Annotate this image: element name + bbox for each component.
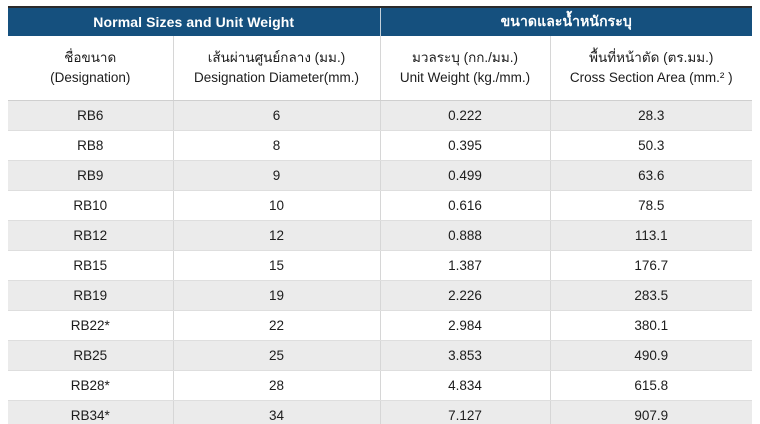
cell-designation: RB9 <box>8 160 174 191</box>
cell-designation: RB28* <box>8 370 174 401</box>
column-header-row: ชื่อขนาด (Designation) เส้นผ่านศูนย์กลาง… <box>8 36 752 101</box>
cell-designation: RB19 <box>8 280 174 311</box>
cell-diameter: 6 <box>173 100 381 131</box>
table-row: RB19 19 2.226 283.5 <box>8 280 752 311</box>
column-header-designation-thai: ชื่อขนาด <box>64 50 117 66</box>
cell-unit-weight: 2.226 <box>380 280 551 311</box>
cell-cross-section: 490.9 <box>550 340 752 371</box>
cell-unit-weight: 0.616 <box>380 190 551 221</box>
cell-diameter: 15 <box>173 250 381 281</box>
cell-diameter: 10 <box>173 190 381 221</box>
cell-diameter: 22 <box>173 310 381 341</box>
cell-diameter: 34 <box>173 400 381 424</box>
column-header-diameter-thai: เส้นผ่านศูนย์กลาง (มม.) <box>207 50 346 66</box>
group-header-thai: ขนาดและน้ำหนักระบุ <box>380 7 752 36</box>
cell-cross-section: 78.5 <box>550 190 752 221</box>
column-header-unit-weight-english: Unit Weight (kg./mm.) <box>399 70 531 85</box>
cell-diameter: 9 <box>173 160 381 191</box>
cell-cross-section: 907.9 <box>550 400 752 424</box>
cell-designation: RB8 <box>8 130 174 161</box>
cell-cross-section: 380.1 <box>550 310 752 341</box>
table-row: RB22* 22 2.984 380.1 <box>8 310 752 341</box>
cell-cross-section: 113.1 <box>550 220 752 251</box>
cell-diameter: 8 <box>173 130 381 161</box>
cell-cross-section: 50.3 <box>550 130 752 161</box>
cell-unit-weight: 0.395 <box>380 130 551 161</box>
rebar-sizes-table: Normal Sizes and Unit Weight ขนาดและน้ำห… <box>8 6 752 424</box>
cell-cross-section: 63.6 <box>550 160 752 191</box>
table-row: RB28* 28 4.834 615.8 <box>8 370 752 401</box>
cell-designation: RB22* <box>8 310 174 341</box>
cell-unit-weight: 0.222 <box>380 100 551 131</box>
cell-unit-weight: 3.853 <box>380 340 551 371</box>
column-header-unit-weight-thai: มวลระบุ (กก./มม.) <box>412 50 518 66</box>
column-header-unit-weight: มวลระบุ (กก./มม.) Unit Weight (kg./mm.) <box>380 36 551 101</box>
column-header-diameter: เส้นผ่านศูนย์กลาง (มม.) Designation Diam… <box>173 36 381 101</box>
cell-designation: RB12 <box>8 220 174 251</box>
cell-unit-weight: 1.387 <box>380 250 551 281</box>
column-header-designation-english: (Designation) <box>50 70 131 85</box>
table-row: RB8 8 0.395 50.3 <box>8 130 752 161</box>
cell-diameter: 12 <box>173 220 381 251</box>
column-header-cross-section: พื้นที่หน้าตัด (ตร.มม.) Cross Section Ar… <box>550 36 752 101</box>
cell-diameter: 19 <box>173 280 381 311</box>
table-row: RB25 25 3.853 490.9 <box>8 340 752 371</box>
cell-designation: RB15 <box>8 250 174 281</box>
cell-unit-weight: 2.984 <box>380 310 551 341</box>
table-header: Normal Sizes and Unit Weight ขนาดและน้ำห… <box>8 7 752 101</box>
column-header-cross-section-english: Cross Section Area (mm.² ) <box>569 70 733 85</box>
cell-diameter: 25 <box>173 340 381 371</box>
table-row: RB34* 34 7.127 907.9 <box>8 400 752 424</box>
cell-designation: RB6 <box>8 100 174 131</box>
group-header-row: Normal Sizes and Unit Weight ขนาดและน้ำห… <box>8 7 752 36</box>
cell-designation: RB25 <box>8 340 174 371</box>
table-row: RB9 9 0.499 63.6 <box>8 160 752 191</box>
cell-cross-section: 283.5 <box>550 280 752 311</box>
table-row: RB6 6 0.222 28.3 <box>8 100 752 131</box>
column-header-cross-section-thai: พื้นที่หน้าตัด (ตร.มม.) <box>589 50 714 66</box>
cell-cross-section: 176.7 <box>550 250 752 281</box>
column-header-designation: ชื่อขนาด (Designation) <box>8 36 174 101</box>
table-row: RB10 10 0.616 78.5 <box>8 190 752 221</box>
cell-designation: RB34* <box>8 400 174 424</box>
cell-unit-weight: 4.834 <box>380 370 551 401</box>
cell-unit-weight: 0.888 <box>380 220 551 251</box>
group-header-english: Normal Sizes and Unit Weight <box>8 7 381 36</box>
cell-cross-section: 28.3 <box>550 100 752 131</box>
table-row: RB15 15 1.387 176.7 <box>8 250 752 281</box>
cell-unit-weight: 0.499 <box>380 160 551 191</box>
table-row: RB12 12 0.888 113.1 <box>8 220 752 251</box>
table-body: RB6 6 0.222 28.3 RB8 8 0.395 50.3 RB9 9 … <box>8 100 752 424</box>
column-header-diameter-english: Designation Diameter(mm.) <box>193 70 360 85</box>
cell-designation: RB10 <box>8 190 174 221</box>
cell-cross-section: 615.8 <box>550 370 752 401</box>
cell-unit-weight: 7.127 <box>380 400 551 424</box>
cell-diameter: 28 <box>173 370 381 401</box>
